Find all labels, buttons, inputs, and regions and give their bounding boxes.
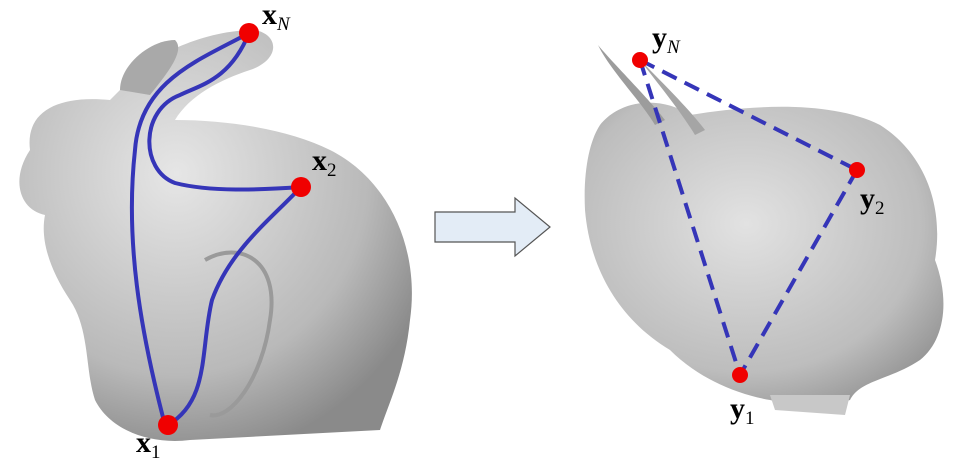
- bunny-body: [19, 30, 412, 441]
- point-label: y1: [730, 392, 755, 429]
- label-symbol: y: [860, 182, 875, 215]
- label-symbol: x: [136, 426, 151, 459]
- arrow: [435, 198, 550, 256]
- point-label: yN: [652, 21, 681, 58]
- point-label: xN: [262, 0, 291, 35]
- point: [632, 52, 648, 68]
- bunny-body: [585, 103, 944, 406]
- label-subscript: N: [276, 14, 291, 35]
- point-label: x2: [312, 144, 337, 181]
- bunny-base: [770, 395, 850, 415]
- point: [158, 415, 178, 435]
- point: [732, 367, 748, 383]
- point: [849, 162, 865, 178]
- point: [291, 177, 311, 197]
- label-subscript: N: [666, 37, 681, 58]
- point: [239, 23, 259, 43]
- label-symbol: y: [652, 21, 667, 54]
- label-symbol: x: [262, 0, 277, 31]
- label-subscript: 2: [875, 198, 885, 219]
- bunny-original: [19, 30, 412, 441]
- label-subscript: 2: [327, 160, 337, 181]
- label-symbol: x: [312, 144, 327, 177]
- label-subscript: 1: [151, 442, 161, 463]
- label-subscript: 1: [745, 408, 755, 429]
- bunny-embedded: [585, 45, 944, 415]
- label-symbol: y: [730, 392, 745, 425]
- diagram: xN x2 x1 yN y2 y1: [0, 0, 970, 465]
